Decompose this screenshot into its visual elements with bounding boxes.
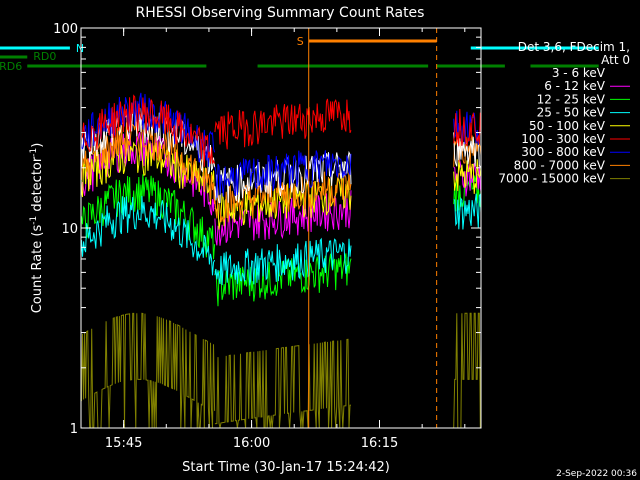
legend-entry-label: 3 - 6 keV: [552, 66, 606, 80]
series-line-7000-15000-kev: [214, 338, 352, 428]
legend-entry-label: 300 - 800 keV: [521, 145, 605, 159]
axes: 15:45 16:00 16:15 1 10 100: [53, 22, 482, 451]
series-line-800-7000-kev: [453, 135, 481, 168]
series-line-12-25-kev: [81, 174, 216, 260]
series-line-25-50-kev: [214, 237, 352, 286]
x-tick-label: 15:45: [105, 436, 142, 451]
series-line-50-100-kev: [453, 158, 481, 194]
x-tick-label: 16:15: [361, 436, 398, 451]
flag-label: RD6: [0, 60, 22, 73]
y-tick-label: 100: [53, 22, 78, 37]
x-tick-label: 16:00: [233, 436, 270, 451]
series-line-7000-15000-kev: [81, 312, 216, 428]
legend-entry-label: 7000 - 15000 keV: [498, 172, 605, 186]
timestamp: 2-Sep-2022 00:36: [556, 469, 637, 479]
y-tick-label: 1: [70, 422, 78, 437]
series-line-800-7000-kev: [214, 171, 352, 223]
legend-header-line-2: Att 0: [601, 53, 630, 67]
series-line-6-12-kev: [81, 131, 216, 216]
chart-title: RHESSI Observing Summary Count Rates: [136, 5, 425, 21]
legend-header-line-1: Det 3,6, FDecim 1,: [518, 40, 630, 54]
series-line-300-800-kev: [214, 150, 352, 198]
legend-entry-label: 25 - 50 keV: [537, 106, 606, 120]
legend-entry-label: 100 - 300 keV: [521, 132, 605, 146]
flag-label: S: [297, 35, 304, 48]
series-line-800-7000-kev: [81, 119, 216, 205]
series-traces: [81, 92, 481, 428]
x-axis-label: Start Time (30-Jan-17 15:24:42): [182, 460, 390, 475]
y-tick-label: 10: [61, 222, 78, 237]
series-line-3-6-kev: [453, 132, 481, 168]
series-line-25-50-kev: [81, 195, 216, 276]
flag-label: RD0: [33, 50, 56, 63]
series-line-6-12-kev: [453, 160, 481, 197]
series-line-100-300-kev: [214, 98, 352, 150]
series-line-3-6-kev: [214, 150, 352, 204]
flag-label: N: [76, 42, 84, 55]
y-axis-label: Count Rate (s-1 detector-1): [29, 143, 45, 314]
series-line-25-50-kev: [453, 193, 481, 230]
series-line-50-100-kev: [81, 136, 216, 205]
series-line-6-12-kev: [214, 190, 352, 246]
legend-entry-label: 50 - 100 keV: [529, 119, 606, 133]
series-line-100-300-kev: [81, 94, 216, 167]
series-line-12-25-kev: [453, 173, 481, 212]
legend-entry-label: 6 - 12 keV: [544, 79, 606, 93]
flag-bars: N S RD0 RD6: [0, 35, 599, 73]
legend-entry-label: 800 - 7000 keV: [514, 158, 606, 172]
series-line-100-300-kev: [453, 108, 481, 147]
series-line-7000-15000-kev: [453, 312, 481, 428]
vertical-markers: [308, 28, 481, 428]
legend-entry-label: 12 - 25 keV: [537, 92, 606, 106]
